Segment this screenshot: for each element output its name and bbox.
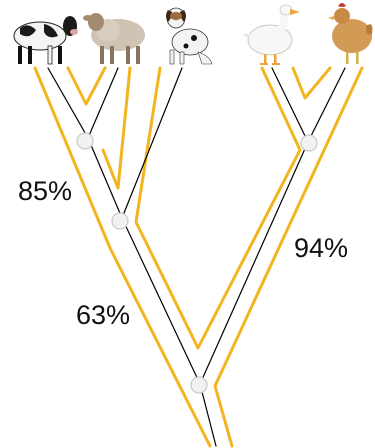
- lineage-dog: [121, 67, 183, 219]
- species-tree-outline: [33, 66, 364, 448]
- lineage-duck: [271, 67, 309, 143]
- lineage-root: [199, 383, 217, 447]
- node-cow-sheep: [76, 132, 94, 150]
- lineage-chicken: [307, 67, 346, 143]
- lineage-cow: [47, 67, 89, 139]
- tube-outer-right: [213, 66, 364, 448]
- sheep-icon: [83, 13, 145, 64]
- percent-label-cow-sheep: 85%: [18, 176, 73, 206]
- gene-lineages: [47, 67, 346, 447]
- dog-icon: [166, 7, 213, 65]
- tube-cow-sheep-notch: [66, 66, 107, 106]
- lineage-sheep: [87, 67, 119, 139]
- tube-outer-left: [33, 66, 212, 448]
- node-mammals: [111, 212, 129, 230]
- tube-mammal-notch: [134, 66, 302, 350]
- lineage-cow-sheep: [87, 137, 123, 219]
- node-birds: [300, 134, 318, 152]
- node-root: [190, 376, 208, 394]
- cow-icon: [13, 16, 78, 65]
- lineage-birds: [199, 141, 309, 385]
- duck-icon: [242, 4, 300, 65]
- percent-label-mammals: 63%: [76, 300, 131, 330]
- tube-bird-notch: [291, 66, 332, 100]
- lineage-mammals: [121, 217, 201, 385]
- tube-inner-left: [101, 66, 132, 190]
- divergence-nodes: [76, 132, 318, 394]
- percent-label-birds: 94%: [294, 233, 349, 263]
- chicken-icon: [328, 3, 373, 64]
